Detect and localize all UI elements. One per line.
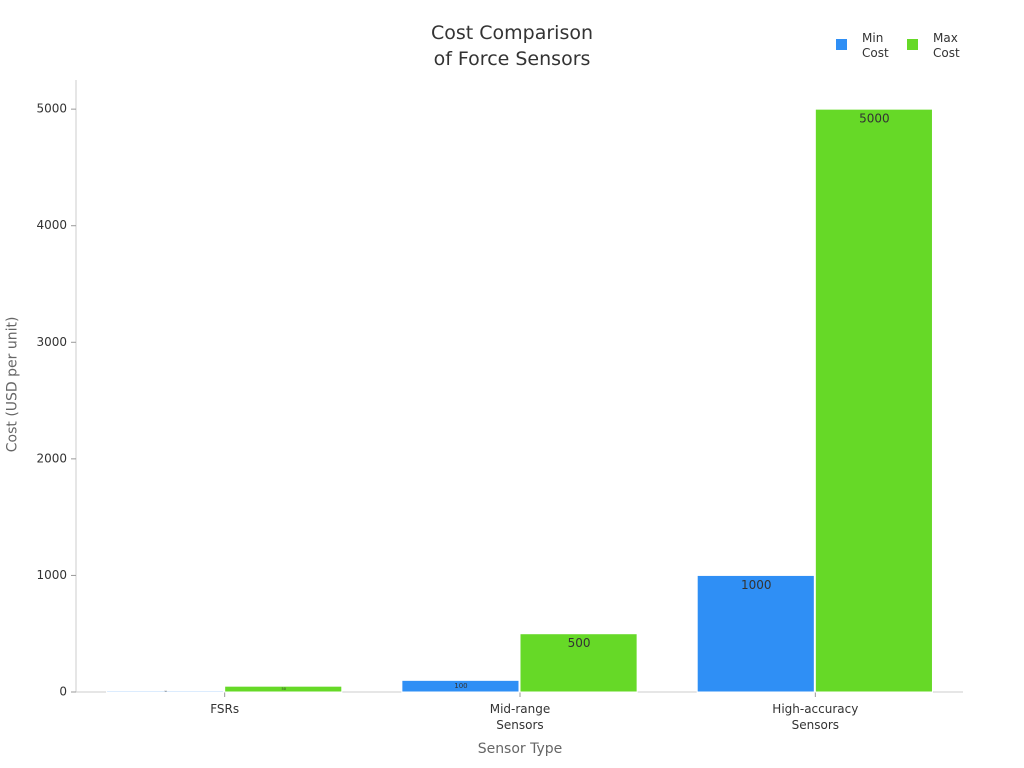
y-tick-label: 3000	[36, 335, 67, 349]
data-label: 500	[568, 636, 591, 650]
x-tick-label: Mid-range Sensors	[489, 702, 551, 732]
y-tick-label: 2000	[36, 451, 67, 465]
bar	[696, 574, 815, 693]
y-tick-label: 1000	[36, 568, 67, 582]
data-label: 100	[454, 682, 467, 690]
bar	[224, 685, 343, 693]
data-label: 10	[164, 691, 167, 693]
data-label: 5000	[859, 112, 890, 126]
legend-label: Max Cost	[933, 31, 960, 60]
legend-label: Min Cost	[862, 31, 889, 60]
data-label: 1000	[741, 578, 772, 592]
y-tick-label: 0	[59, 685, 67, 699]
legend-swatch	[907, 39, 918, 50]
y-axis-label: Cost (USD per unit)	[4, 316, 21, 453]
y-tick-label: 4000	[36, 218, 67, 232]
x-axis-label: Sensor Type	[477, 741, 563, 757]
legend-swatch	[836, 39, 847, 50]
bar	[519, 633, 638, 693]
x-tick-label: High-accuracy Sensors	[772, 702, 859, 732]
x-tick-label: FSRs	[210, 702, 240, 716]
y-tick-label: 5000	[36, 102, 67, 116]
bar	[401, 679, 520, 693]
chart-title: Cost Comparison of Force Sensors	[430, 22, 594, 70]
data-label: 50	[282, 687, 286, 691]
bar	[814, 108, 933, 693]
bar	[106, 690, 225, 693]
